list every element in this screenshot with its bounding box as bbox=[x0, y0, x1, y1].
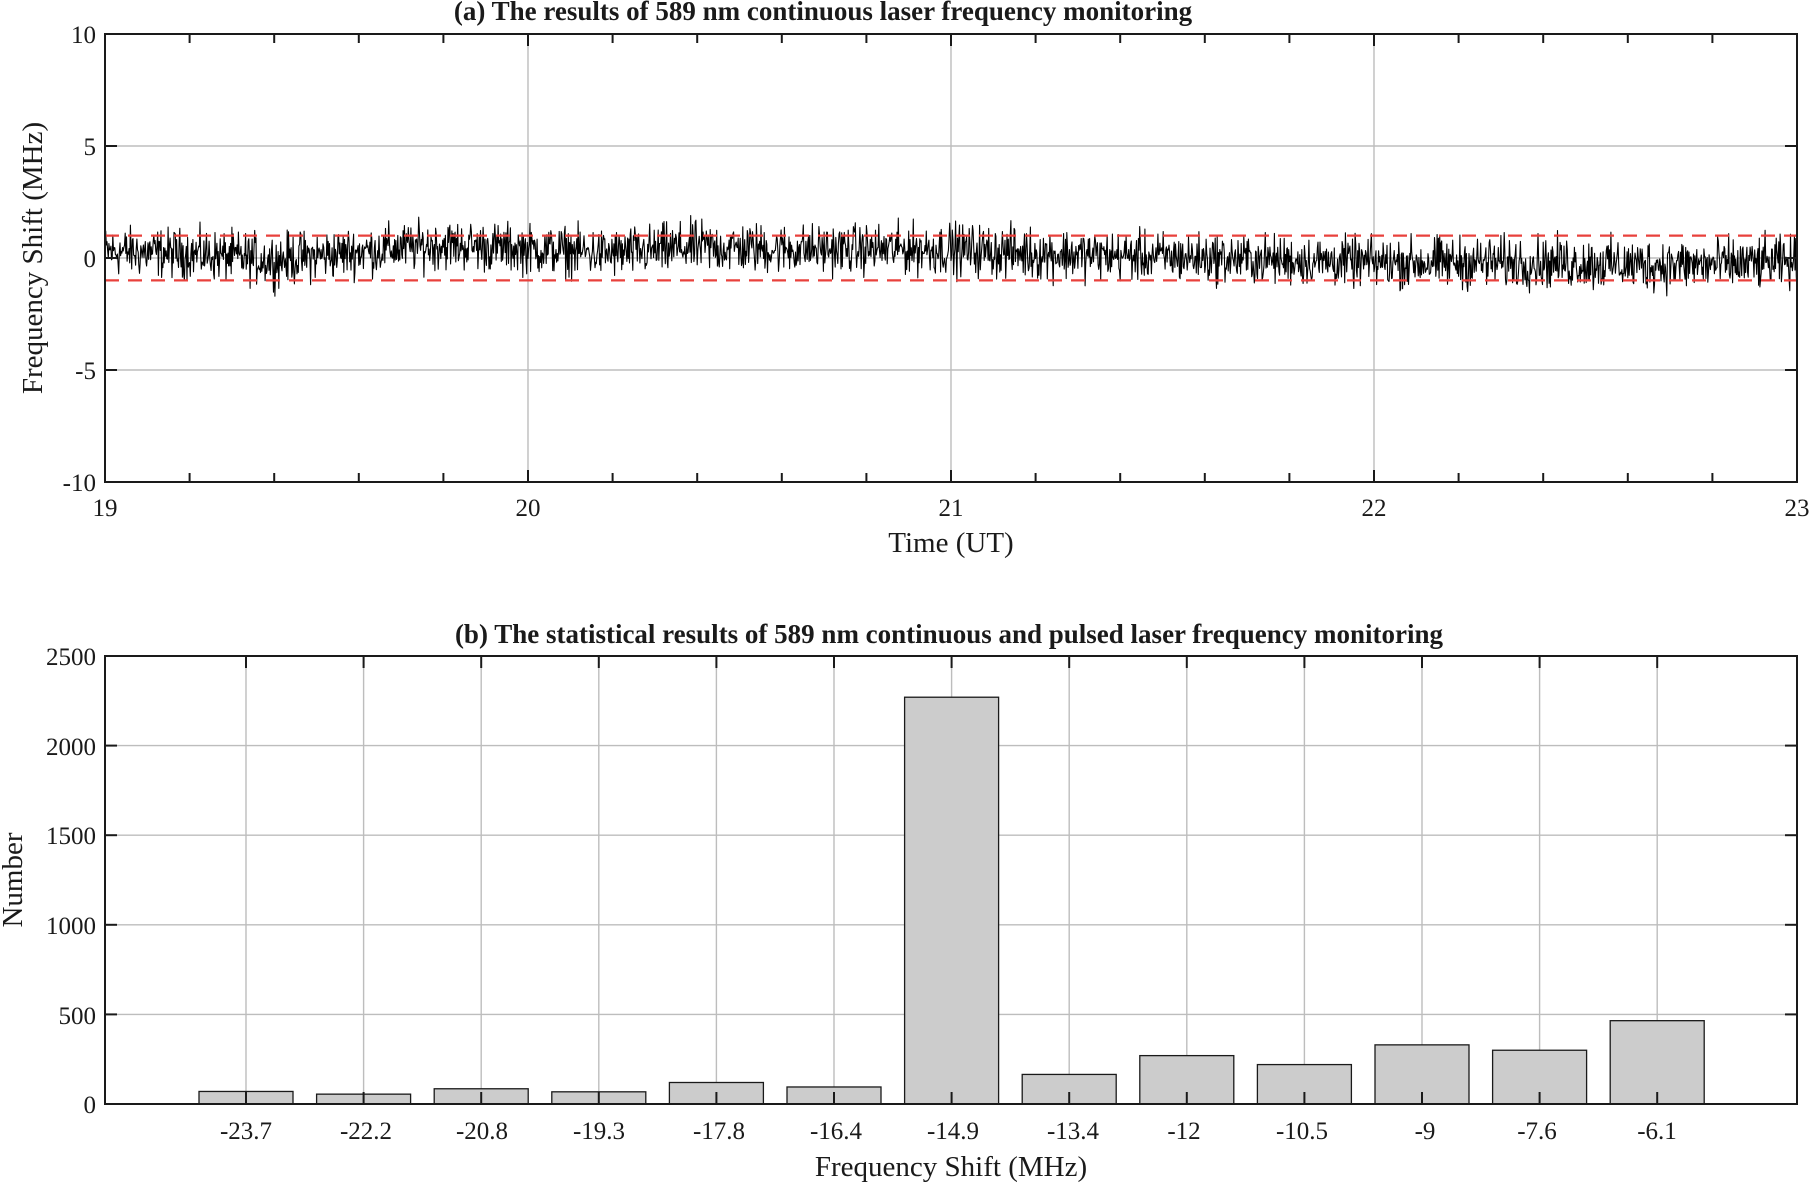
panel-b-y-tick: 1000 bbox=[46, 913, 96, 940]
panel-a-title: (a) The results of 589 nm continuous las… bbox=[454, 0, 1193, 26]
panel-b-y-tick: 0 bbox=[84, 1092, 97, 1119]
panel-b-bars bbox=[198, 696, 1705, 1105]
panel-b-y-axis-label: Number bbox=[0, 832, 29, 927]
panel-b-y-tick: 1500 bbox=[46, 823, 96, 850]
panel-b-ticks bbox=[105, 655, 1797, 1105]
panel-a-y-tick: -5 bbox=[75, 358, 96, 385]
panel-b: (b) The statistical results of 589 nm co… bbox=[0, 619, 1798, 1183]
panel-b-x-tick: -14.9 bbox=[927, 1118, 979, 1145]
panel-b-x-tick: -20.8 bbox=[456, 1118, 508, 1145]
panel-a-y-tick: 10 bbox=[71, 22, 96, 49]
panel-a-y-tick: -10 bbox=[63, 470, 96, 497]
panel-a-x-tick: 23 bbox=[1785, 495, 1810, 522]
panel-a-y-axis-label: Frequency Shift (MHz) bbox=[17, 122, 49, 394]
panel-b-x-tick: -16.4 bbox=[810, 1118, 863, 1145]
panel-b-bar--14.9 bbox=[903, 696, 1000, 1105]
panel-b-x-tick: -9 bbox=[1415, 1118, 1436, 1145]
panel-a-frequency-trace bbox=[104, 215, 1798, 297]
panel-b-y-tick-labels: 2500 2000 1500 1000 500 0 bbox=[46, 644, 96, 1119]
panel-b-x-tick: -23.7 bbox=[220, 1118, 272, 1145]
panel-b-y-tick: 2000 bbox=[46, 734, 96, 761]
panel-b-x-tick: -19.3 bbox=[573, 1118, 625, 1145]
panel-b-bar--6.1 bbox=[1609, 1020, 1705, 1105]
panel-b-x-tick: -12 bbox=[1167, 1118, 1200, 1145]
panel-b-x-tick: -13.4 bbox=[1047, 1118, 1100, 1145]
panel-b-x-tick: -22.2 bbox=[340, 1118, 392, 1145]
panel-a-y-tick-labels: 10 5 0 -5 -10 bbox=[63, 22, 96, 497]
panel-b-x-tick: -10.5 bbox=[1276, 1118, 1328, 1145]
panel-a-x-tick-labels: 19 20 21 22 23 bbox=[93, 495, 1810, 522]
panel-b-x-axis-label: Frequency Shift (MHz) bbox=[815, 1151, 1087, 1183]
panel-a-x-tick: 22 bbox=[1362, 495, 1387, 522]
panel-b-y-tick: 2500 bbox=[46, 644, 96, 671]
panel-a-y-tick: 0 bbox=[84, 246, 97, 273]
panel-b-x-tick: -17.8 bbox=[693, 1118, 745, 1145]
panel-a-reference-lines bbox=[105, 234, 1797, 282]
panel-b-x-tick-labels: -23.7 -22.2 -20.8 -19.3 -17.8 -16.4 -14.… bbox=[220, 1118, 1677, 1145]
panel-a-y-tick: 5 bbox=[84, 134, 97, 161]
panel-a: (a) The results of 589 nm continuous las… bbox=[17, 0, 1810, 559]
panel-b-x-tick: -7.6 bbox=[1517, 1118, 1557, 1145]
panel-b-x-tick: -6.1 bbox=[1637, 1118, 1677, 1145]
panel-a-x-tick: 21 bbox=[939, 495, 964, 522]
panel-a-x-tick: 19 bbox=[93, 495, 118, 522]
panel-a-ticks bbox=[104, 33, 1798, 483]
panel-b-title: (b) The statistical results of 589 nm co… bbox=[455, 619, 1444, 649]
panel-a-x-tick: 20 bbox=[516, 495, 541, 522]
panel-a-x-axis-label: Time (UT) bbox=[888, 527, 1013, 559]
panel-b-y-tick: 500 bbox=[59, 1003, 97, 1030]
